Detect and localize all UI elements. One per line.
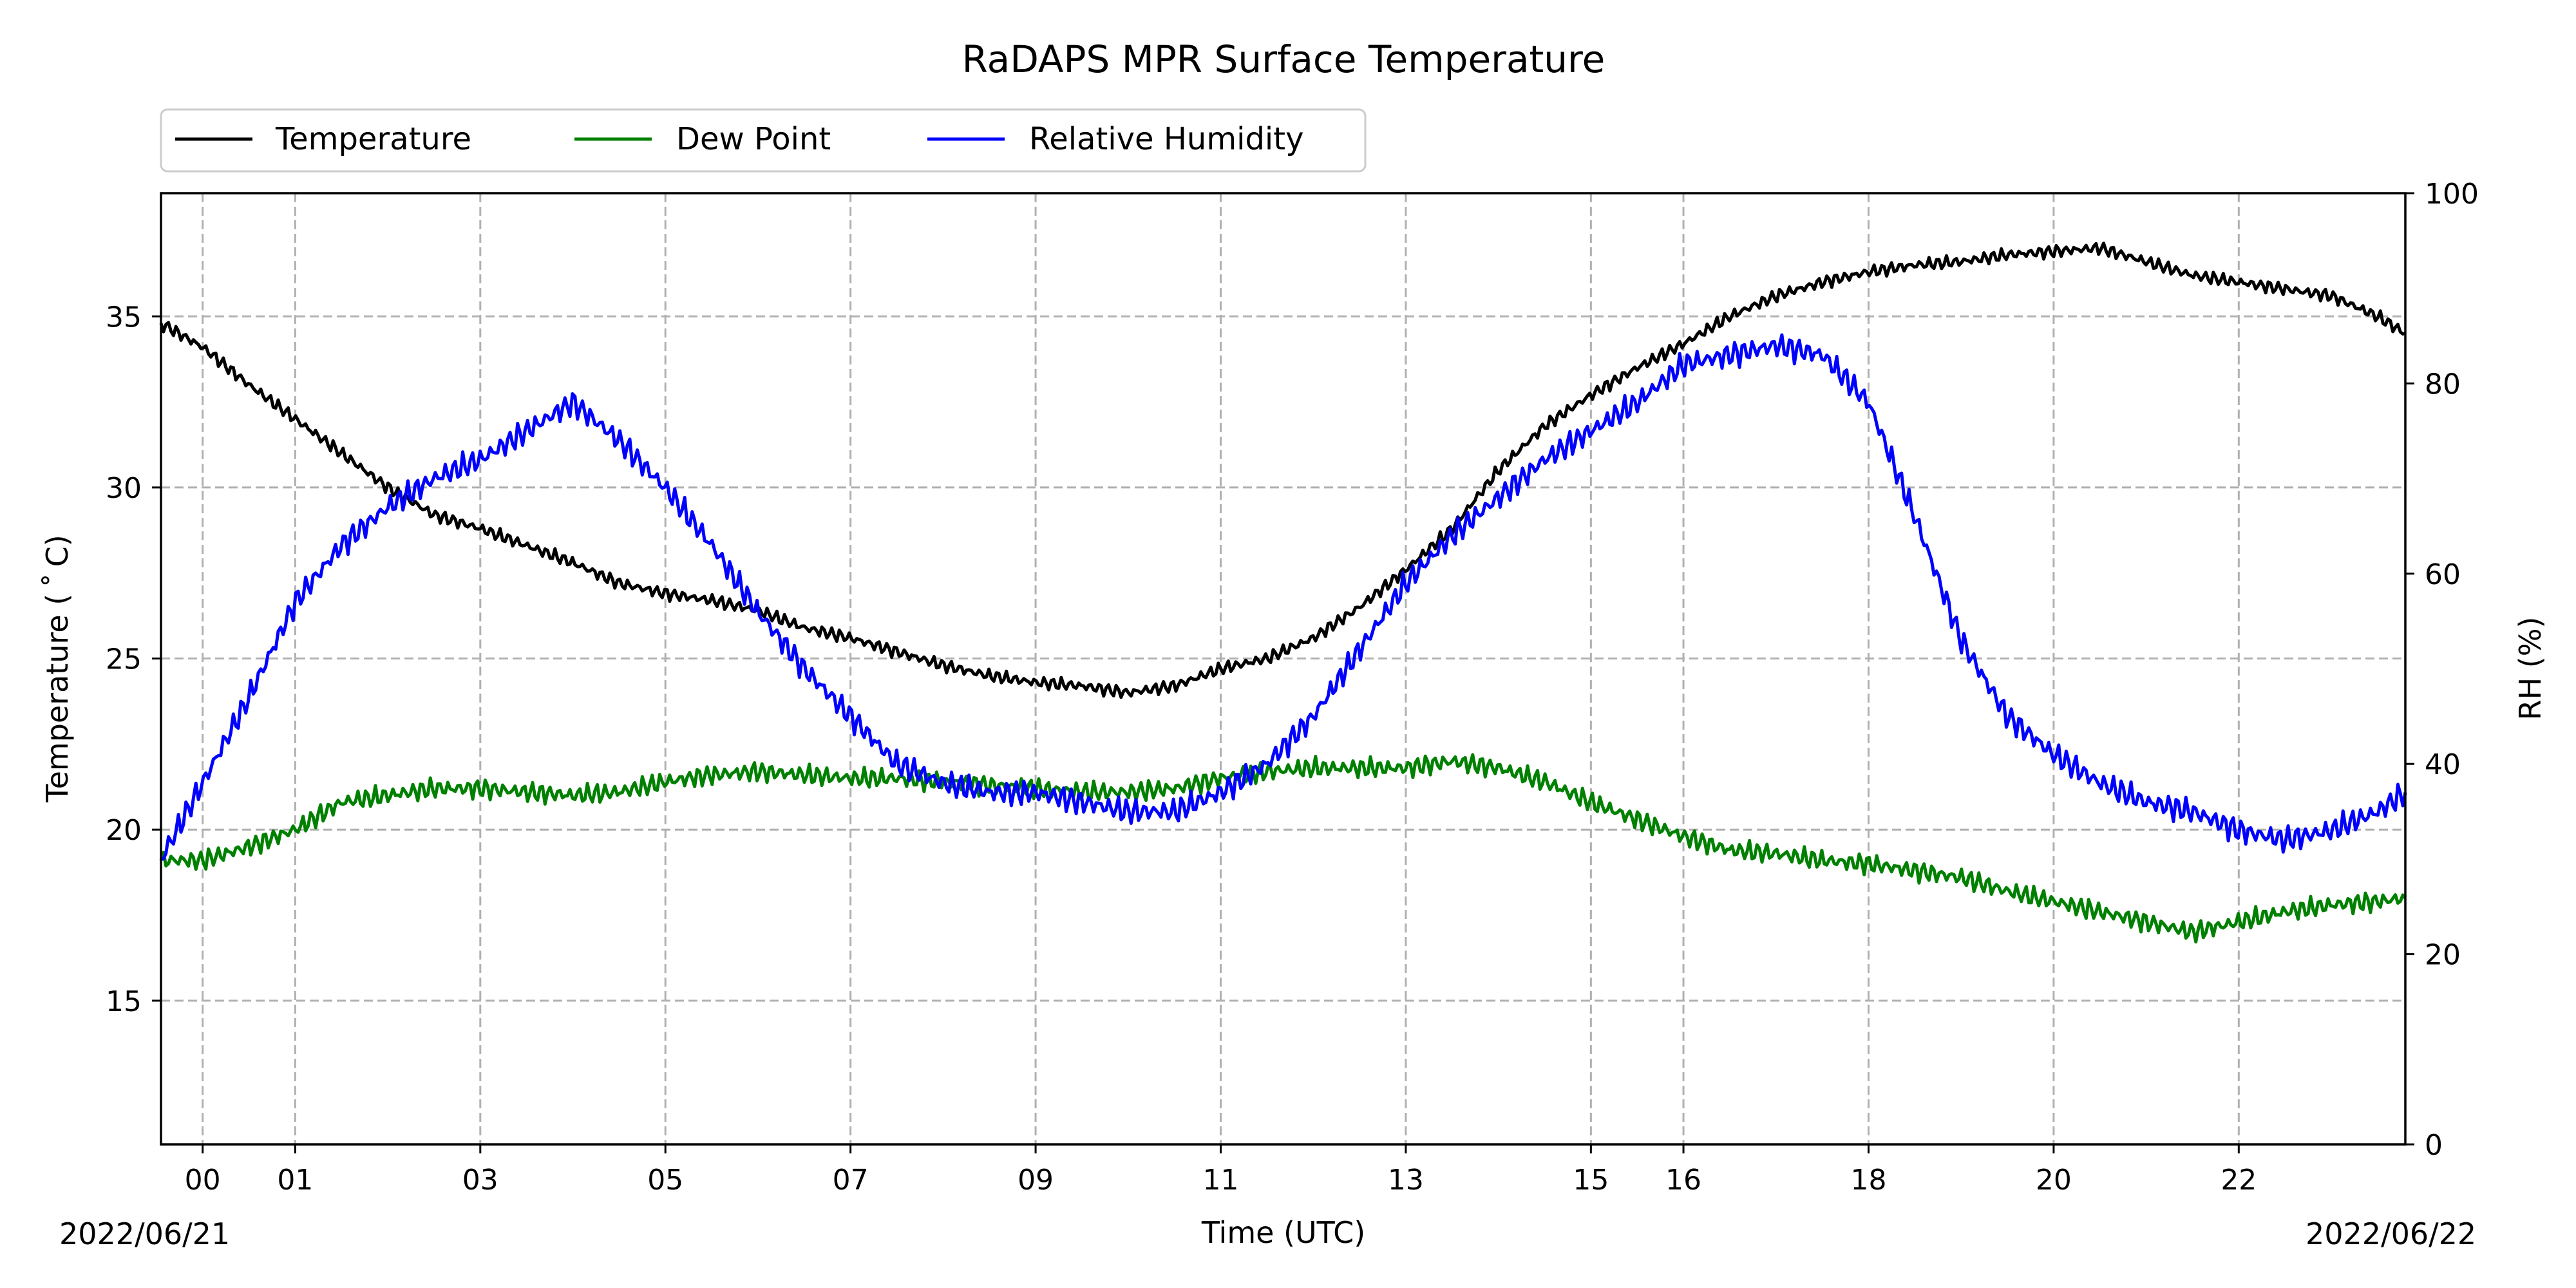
plot-frame bbox=[160, 192, 2407, 1146]
date-end-label: 2022/06/22 bbox=[2306, 1217, 2476, 1251]
x-tick-label: 15 bbox=[1573, 1164, 1609, 1197]
x-tick-label: 03 bbox=[462, 1164, 498, 1197]
x-tick-label: 09 bbox=[1018, 1164, 1054, 1197]
x-tick-label: 01 bbox=[277, 1164, 313, 1197]
y-axis-title: Temperature ( ˚ C) bbox=[40, 535, 75, 802]
y2-tick-label: 40 bbox=[2425, 748, 2461, 781]
y2-tick-label: 80 bbox=[2425, 368, 2461, 401]
legend-box bbox=[160, 108, 1367, 173]
x-tick-label: 07 bbox=[833, 1164, 869, 1197]
y-tick-label: 25 bbox=[106, 643, 142, 676]
x-tick-label: 13 bbox=[1388, 1164, 1424, 1197]
y2-tick-label: 100 bbox=[2425, 178, 2479, 211]
y-tick-label: 30 bbox=[106, 472, 142, 505]
y2-tick-label: 60 bbox=[2425, 558, 2461, 591]
y-tick-label: 20 bbox=[106, 814, 142, 847]
axis-ticks: 00 01 03 05 07 09 11 13 15 16 18 20 22 15 20 25 30 35 0 20 4… bbox=[106, 178, 2479, 1197]
y2-axis-title: RH (%) bbox=[2513, 617, 2548, 721]
legend-label-relative-humidity: Relative Humidity bbox=[1029, 121, 1303, 157]
x-tick-label: 20 bbox=[2036, 1164, 2072, 1197]
legend-label-temperature: Temperature bbox=[275, 121, 471, 157]
date-start-label: 2022/06/21 bbox=[59, 1217, 230, 1251]
y2-tick-label: 20 bbox=[2425, 939, 2461, 972]
x-axis-title: Time (UTC) bbox=[1201, 1215, 1365, 1250]
x-tick-label: 00 bbox=[185, 1164, 221, 1197]
series-line-dew-point bbox=[159, 753, 2407, 943]
series-line-relative-humidity bbox=[160, 333, 2407, 861]
series-lines bbox=[159, 242, 2407, 943]
grid bbox=[161, 193, 2405, 1144]
chart-title: RaDAPS MPR Surface Temperature bbox=[962, 37, 1605, 81]
series-line-temperature bbox=[159, 242, 2406, 699]
x-tick-label: 18 bbox=[1850, 1164, 1886, 1197]
legend-label-dew-point: Dew Point bbox=[676, 121, 831, 157]
x-tick-label: 22 bbox=[2221, 1164, 2257, 1197]
y-tick-label: 35 bbox=[106, 301, 142, 334]
x-tick-label: 16 bbox=[1665, 1164, 1701, 1197]
y-tick-label: 15 bbox=[106, 985, 142, 1018]
x-tick-label: 11 bbox=[1202, 1164, 1238, 1197]
legend: Temperature Dew Point Relative Humidity bbox=[160, 108, 1367, 173]
y2-tick-label: 0 bbox=[2425, 1129, 2443, 1162]
x-tick-label: 05 bbox=[647, 1164, 683, 1197]
